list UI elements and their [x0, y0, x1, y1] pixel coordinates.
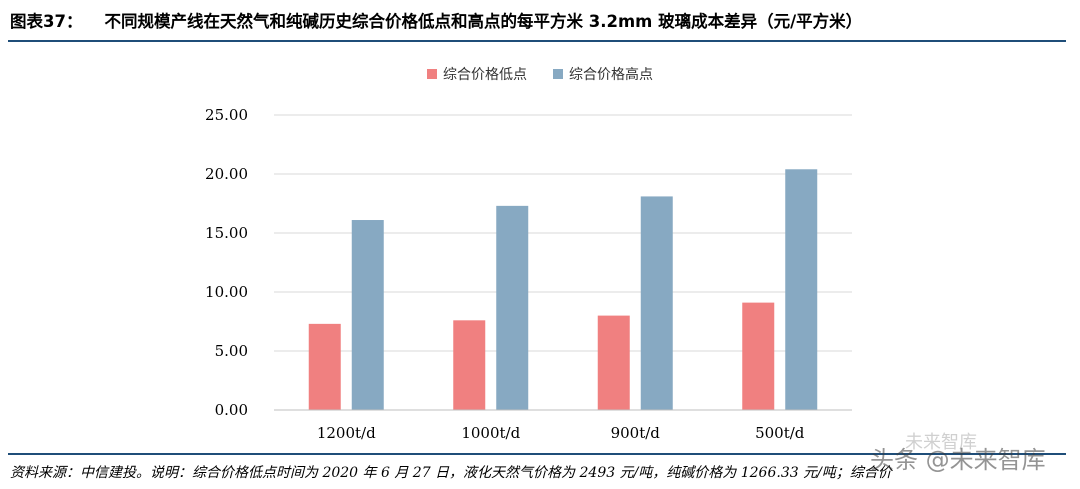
legend-swatch-low: [427, 69, 437, 79]
bar-high-500t-d: [785, 169, 818, 410]
legend: 综合价格低点 综合价格高点: [0, 64, 1080, 84]
chart-title: 图表37： 不同规模产线在天然气和纯碱历史综合价格低点和高点的每平方米 3.2mm…: [10, 8, 862, 32]
source-note: 资料来源：中信建投。说明：综合价格低点时间为 2020 年 6 月 27 日，液…: [10, 465, 892, 481]
bar-high-900t-d: [640, 196, 673, 410]
legend-label-low: 综合价格低点: [443, 67, 527, 83]
bar-low-1200t-d: [308, 323, 341, 410]
x-tick-label-2: 900t/d: [611, 424, 661, 442]
top-rule: [8, 40, 1066, 42]
bottom-rule: [8, 453, 1066, 455]
bar-low-1000t-d: [453, 320, 486, 410]
y-tick-label-5: 25.00: [205, 106, 248, 124]
y-tick-label-3: 15.00: [205, 224, 248, 242]
figure-title: 不同规模产线在天然气和纯碱历史综合价格低点和高点的每平方米 3.2mm 玻璃成本…: [104, 12, 863, 31]
watermark: 头条 @未来智库: [870, 446, 1046, 474]
bar-high-1200t-d: [351, 220, 384, 410]
x-tick-label-3: 500t/d: [755, 424, 805, 442]
legend-item-high: 综合价格高点: [553, 64, 653, 84]
legend-swatch-high: [553, 69, 563, 79]
bar-low-500t-d: [742, 302, 775, 410]
y-tick-label-0: 0.00: [215, 401, 248, 419]
x-tick-label-1: 1000t/d: [461, 424, 520, 442]
bar-high-1000t-d: [496, 205, 529, 410]
y-tick-label-2: 10.00: [205, 283, 248, 301]
bar-low-900t-d: [597, 315, 630, 410]
y-tick-label-1: 5.00: [215, 342, 248, 360]
y-tick-label-4: 20.00: [205, 165, 248, 183]
watermark-small: 未来智库: [905, 432, 977, 453]
legend-label-high: 综合价格高点: [569, 67, 653, 83]
legend-item-low: 综合价格低点: [427, 64, 527, 84]
x-tick-label-0: 1200t/d: [317, 424, 376, 442]
figure-label: 图表37：: [10, 12, 83, 31]
